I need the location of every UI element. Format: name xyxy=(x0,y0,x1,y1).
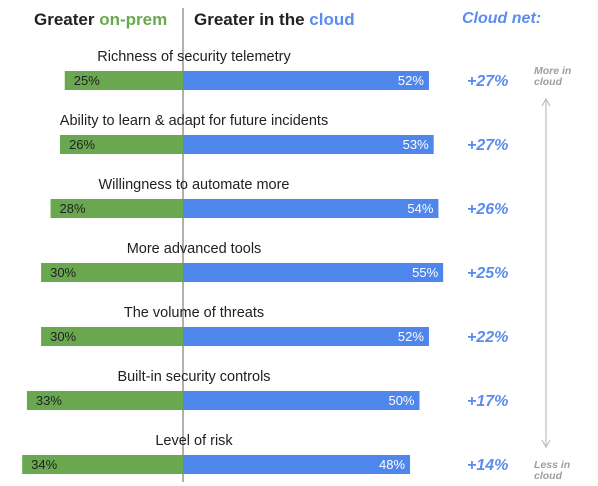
bar-on-prem xyxy=(22,455,184,474)
value-label-on-prem: 30% xyxy=(50,329,76,344)
bar-on-prem xyxy=(50,199,184,218)
header-on-prem-highlight: on-prem xyxy=(99,10,168,29)
bar-cloud xyxy=(183,327,429,346)
value-label-cloud: 48% xyxy=(379,457,405,472)
category-label: Ability to learn & adapt for future inci… xyxy=(60,113,328,129)
bar-on-prem xyxy=(41,263,183,282)
value-label-cloud: 53% xyxy=(403,137,429,152)
bar-cloud xyxy=(183,263,444,282)
net-value-label: +14% xyxy=(467,457,508,474)
net-value-label: +26% xyxy=(467,201,508,218)
value-label-cloud: 50% xyxy=(388,393,414,408)
header-cloud: Greater in the cloud xyxy=(194,10,355,30)
net-value-label: +22% xyxy=(467,329,508,346)
more-in-cloud-line1: More in xyxy=(534,65,572,77)
category-label: Built-in security controls xyxy=(117,369,270,385)
net-value-label: +25% xyxy=(467,265,508,282)
category-label: Level of risk xyxy=(155,433,233,449)
less-in-cloud-line1: Less in xyxy=(534,459,571,471)
value-label-on-prem: 34% xyxy=(31,457,57,472)
value-label-on-prem: 26% xyxy=(69,137,95,152)
header-on-prem-prefix: Greater xyxy=(34,10,100,29)
value-label-cloud: 52% xyxy=(398,329,424,344)
more-in-cloud-line2: cloud xyxy=(534,76,562,88)
value-label-on-prem: 33% xyxy=(36,393,62,408)
value-label-on-prem: 28% xyxy=(60,201,86,216)
value-label-cloud: 55% xyxy=(412,265,438,280)
cloud-net-header: Cloud net: xyxy=(462,10,542,27)
bar-cloud xyxy=(183,135,434,154)
value-label-on-prem: 30% xyxy=(50,265,76,280)
header-cloud-highlight: cloud xyxy=(309,10,355,29)
category-label: More advanced tools xyxy=(127,241,262,257)
bar-cloud xyxy=(183,455,411,474)
bar-on-prem xyxy=(60,135,183,154)
bar-cloud xyxy=(183,199,439,218)
category-label: Richness of security telemetry xyxy=(97,49,291,65)
header-cloud-prefix: Greater in the xyxy=(194,10,310,29)
bar-cloud xyxy=(183,71,429,90)
bar-on-prem xyxy=(64,71,183,90)
bar-on-prem xyxy=(26,391,183,410)
value-label-cloud: 52% xyxy=(398,73,424,88)
header-on-prem: Greater on-prem xyxy=(34,10,167,30)
less-in-cloud-label: Less in cloud xyxy=(534,460,570,482)
less-in-cloud-line2: cloud xyxy=(534,470,562,482)
category-label: Willingness to automate more xyxy=(99,177,290,193)
value-label-cloud: 54% xyxy=(407,201,433,216)
net-value-label: +27% xyxy=(467,73,508,90)
bar-on-prem xyxy=(41,327,183,346)
direction-arrow xyxy=(541,97,551,449)
net-value-label: +17% xyxy=(467,393,508,410)
value-label-on-prem: 25% xyxy=(74,73,100,88)
category-label: The volume of threats xyxy=(124,305,264,321)
more-in-cloud-label: More in cloud xyxy=(534,66,571,88)
net-value-label: +27% xyxy=(467,137,508,154)
bar-cloud xyxy=(183,391,420,410)
